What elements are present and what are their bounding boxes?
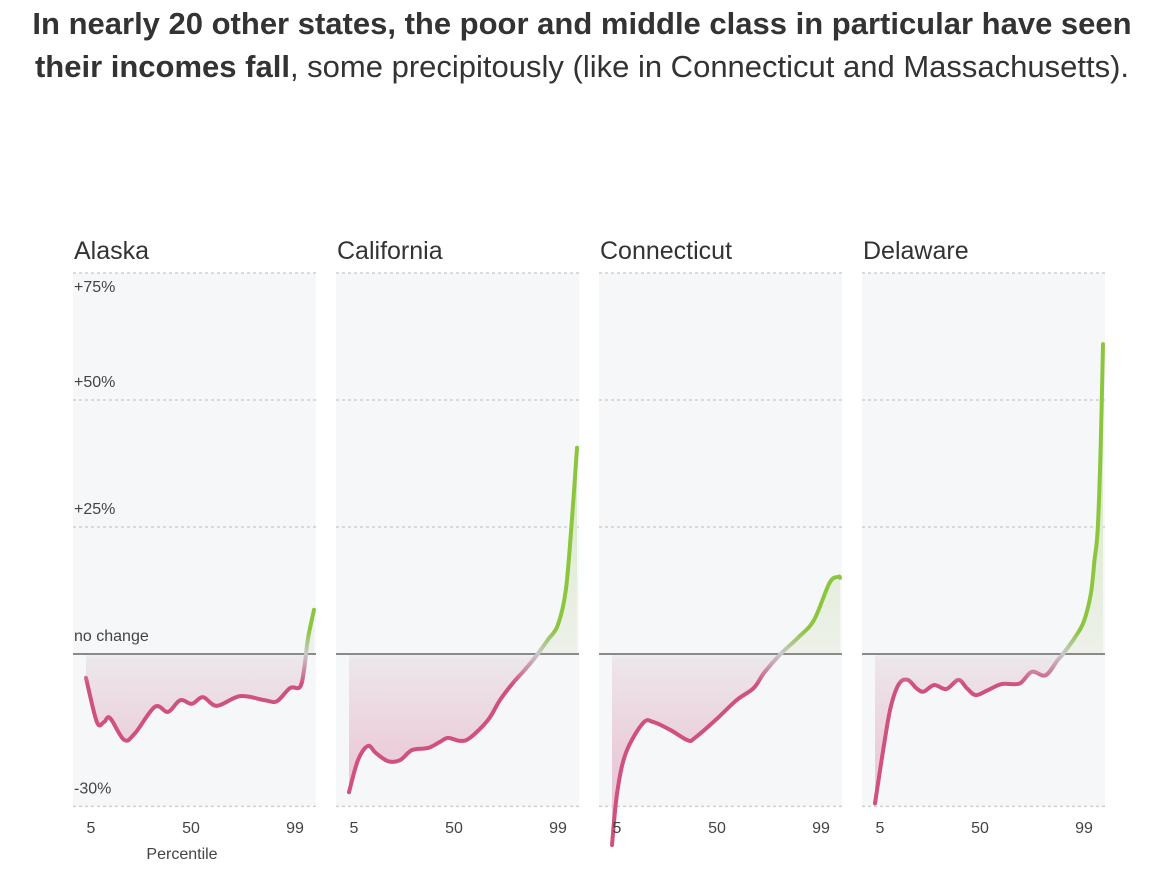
panel-background <box>73 273 316 807</box>
panel-title: California <box>337 237 443 265</box>
panel-delaware: Delaware 5 50 99 <box>862 237 1105 837</box>
x-tick-label: 50 <box>971 820 989 837</box>
x-tick-label: 5 <box>876 820 885 837</box>
headline: In nearly 20 other states, the poor and … <box>0 2 1164 88</box>
change-area <box>349 447 577 793</box>
income-change-line <box>873 342 1105 806</box>
headline-regular: , some precipitously (like in Connecticu… <box>289 49 1130 84</box>
x-tick-label: 50 <box>182 820 200 837</box>
y-tick-label: no change <box>74 628 149 645</box>
x-tick-label: 5 <box>350 820 359 837</box>
panel-title: Alaska <box>74 237 149 265</box>
panel-background <box>862 273 1105 807</box>
headline-bold: In nearly 20 other states, the poor and … <box>32 6 1132 84</box>
income-change-line <box>84 607 316 743</box>
x-axis-label: Percentile <box>146 846 217 863</box>
income-change-line <box>610 574 842 848</box>
change-area <box>86 609 314 741</box>
x-tick-label: 99 <box>1075 820 1093 837</box>
change-area <box>612 576 840 846</box>
x-tick-label: 99 <box>286 820 304 837</box>
panel-title: Delaware <box>863 237 969 265</box>
x-tick-label: 5 <box>613 820 622 837</box>
panel-title: Connecticut <box>600 237 732 265</box>
x-tick-label: 99 <box>812 820 830 837</box>
x-tick-label: 5 <box>87 820 96 837</box>
y-tick-label: +25% <box>74 501 115 518</box>
panel-connecticut: Connecticut 5 50 99 <box>599 237 842 848</box>
y-tick-label: +50% <box>74 374 115 391</box>
x-tick-label: 99 <box>549 820 567 837</box>
income-change-line <box>347 445 579 795</box>
x-tick-label: 50 <box>708 820 726 837</box>
y-tick-label: +75% <box>74 279 115 296</box>
y-tick-label: -30% <box>74 780 111 797</box>
panel-alaska: Alaska +75% +50% +25% no change -30% 5 50 99 Perc… <box>73 237 316 863</box>
panel-california: California 5 50 99 <box>336 237 579 837</box>
x-tick-label: 50 <box>445 820 463 837</box>
